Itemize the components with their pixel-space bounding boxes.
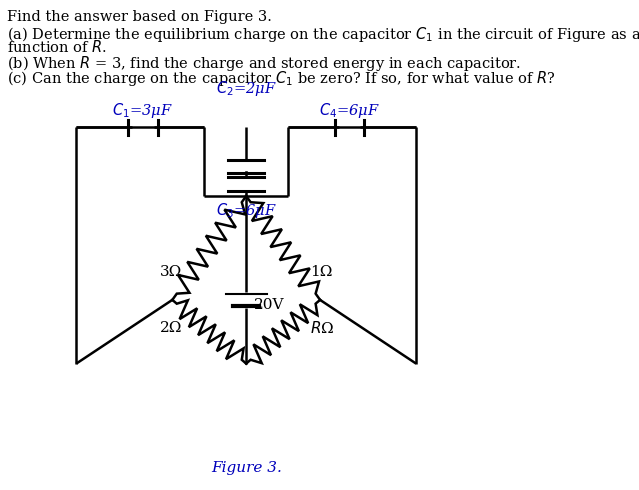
Text: Figure 3.: Figure 3.	[211, 461, 282, 475]
Text: 2Ω: 2Ω	[160, 321, 182, 335]
Text: Find the answer based on Figure 3.: Find the answer based on Figure 3.	[8, 10, 272, 24]
Text: 20V: 20V	[254, 298, 284, 312]
Text: 3Ω: 3Ω	[160, 265, 182, 279]
Text: 1Ω: 1Ω	[310, 265, 332, 279]
Text: function of $R$.: function of $R$.	[8, 39, 107, 55]
Text: $R$Ω: $R$Ω	[310, 320, 335, 336]
Text: (a) Determine the equilibrium charge on the capacitor $C_1$ in the circuit of Fi: (a) Determine the equilibrium charge on …	[8, 24, 639, 44]
Text: (b) When $R$ = 3, find the charge and stored energy in each capacitor.: (b) When $R$ = 3, find the charge and st…	[8, 54, 521, 73]
Text: $C_2$=2μF: $C_2$=2μF	[216, 79, 277, 98]
Text: $C_3$=6μF: $C_3$=6μF	[216, 201, 277, 220]
Text: $C_1$=3μF: $C_1$=3μF	[112, 101, 173, 120]
Text: $C_4$=6μF: $C_4$=6μF	[320, 101, 380, 120]
Text: (c) Can the charge on the capacitor $C_1$ be zero? If so, for what value of $R$?: (c) Can the charge on the capacitor $C_1…	[8, 69, 556, 88]
